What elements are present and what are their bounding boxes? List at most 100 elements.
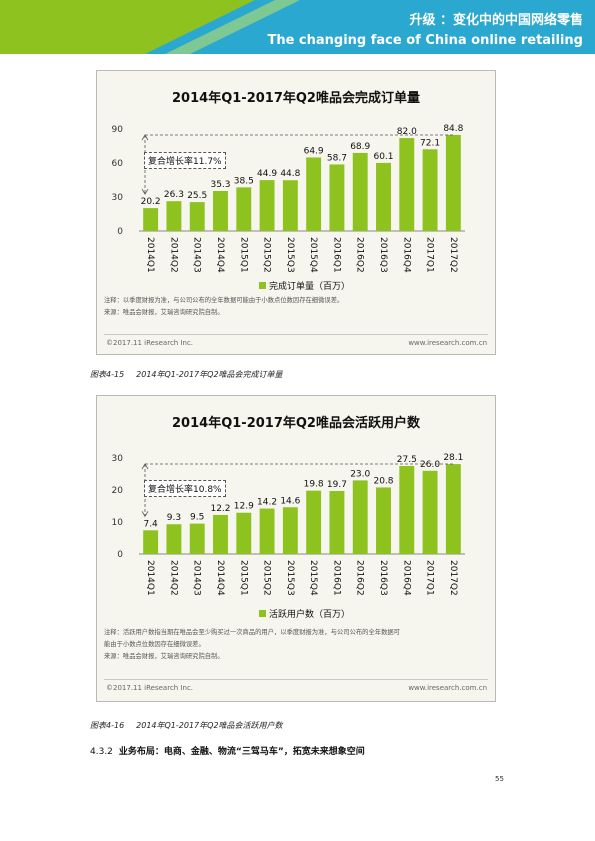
data-label: 9.5 — [190, 513, 204, 523]
banner-highlight — [165, 0, 300, 54]
data-label: 28.1 — [443, 453, 463, 463]
chart-title: 2014年Q1-2017年Q2唯品会活跃用户数 — [172, 416, 420, 431]
category-label: 2015Q2 — [262, 237, 272, 273]
data-label: 12.9 — [234, 502, 254, 512]
cagr-arrow-down-icon — [141, 511, 149, 518]
y-tick-label: 30 — [112, 193, 124, 203]
category-label: 2016Q1 — [331, 237, 341, 273]
header-banner — [0, 0, 595, 54]
bar — [236, 512, 252, 554]
bar — [445, 134, 461, 231]
bar — [166, 201, 182, 231]
data-label: 7.4 — [143, 519, 158, 529]
data-label: 35.3 — [210, 180, 230, 190]
legend-label: 活跃用户数（百万） — [269, 610, 351, 620]
chart-notes: 注释：活跃用户数指当期在唯品会至少购买过一次商品的用户，以季度财报为准，与公司公… — [104, 627, 489, 663]
caption-number: 图表4-16 — [90, 721, 125, 730]
header-subtitle: The changing face of China online retail… — [267, 33, 583, 48]
category-label: 2015Q1 — [238, 560, 248, 596]
website-url: www.iresearch.com.cn — [408, 684, 487, 692]
category-label: 2014Q3 — [192, 560, 202, 596]
category-label: 2014Q1 — [145, 560, 155, 596]
category-label: 2014Q1 — [145, 237, 155, 273]
chart-legend: 完成订单量（百万） — [259, 279, 350, 292]
cagr-arrow-up-icon — [141, 134, 149, 141]
category-label: 2016Q4 — [401, 560, 411, 596]
bar — [306, 157, 322, 231]
copyright: ©2017.11 iResearch Inc. — [106, 684, 194, 692]
category-label: 2014Q4 — [215, 560, 225, 596]
category-label: 2017Q2 — [448, 560, 458, 596]
category-label: 2014Q2 — [168, 237, 178, 273]
data-label: 19.8 — [304, 480, 324, 490]
data-label: 26.0 — [420, 460, 440, 470]
cagr-label: 复合增长率11.7% — [144, 152, 226, 169]
category-label: 2014Q2 — [168, 560, 178, 596]
y-tick-label: 20 — [112, 486, 124, 496]
data-label: 20.2 — [141, 197, 161, 207]
bar — [422, 470, 438, 554]
data-label: 58.7 — [327, 153, 347, 163]
bar — [376, 162, 391, 231]
note-line-continued: 能由于小数点位数因存在细微误差。 — [104, 641, 205, 648]
bar — [329, 490, 345, 554]
figure-caption: 图表4-15 2014年Q1-2017年Q2唯品会完成订单量 — [90, 369, 295, 380]
y-tick-label: 0 — [117, 550, 123, 560]
data-label: 64.9 — [304, 146, 324, 156]
chart-panel-orders: 2014年Q1-2017年Q2唯品会完成订单量 0 30 60 90 20.2 2014Q… — [96, 70, 496, 355]
bar — [445, 464, 461, 554]
category-label: 2017Q1 — [425, 237, 435, 273]
figure-caption: 图表4-16 2014年Q1-2017年Q2唯品会活跃用户数 — [90, 720, 295, 731]
section-heading: 4.3.2 业务布局：电商、金融、物流“三驾马车”，拓宽未来想象空间 — [90, 744, 365, 757]
data-label: 12.2 — [210, 504, 230, 514]
y-tick-label: 60 — [112, 159, 124, 169]
y-tick-label: 30 — [112, 454, 124, 464]
category-label: 2016Q2 — [355, 237, 365, 273]
bar — [213, 514, 228, 554]
data-label: 72.1 — [420, 138, 440, 148]
chart-active-users: 0 10 20 30 7.4 2014Q1 9.3 2014Q2 9.5 2014Q3 12.2 20… — [112, 453, 465, 596]
y-tick-label: 90 — [112, 125, 124, 135]
bar — [189, 202, 205, 231]
banner-green-band — [0, 0, 280, 54]
section-title: 业务布局：电商、金融、物流“三驾马车”，拓宽未来想象空间 — [118, 747, 365, 757]
bar — [189, 523, 205, 554]
source-line: 来源：唯品会财报，艾瑞咨询研究院自制。 — [104, 653, 224, 660]
source-line: 来源：唯品会财报，艾瑞咨询研究院自制。 — [104, 309, 224, 316]
cagr-label: 复合增长率10.8% — [144, 480, 226, 497]
cagr-arrow-up-icon — [141, 463, 149, 470]
data-label: 23.0 — [350, 469, 370, 479]
footer-divider — [104, 334, 488, 335]
bar — [282, 180, 298, 231]
data-label: 25.5 — [187, 191, 207, 201]
caption-text: 2014年Q1-2017年Q2唯品会活跃用户数 — [136, 721, 283, 730]
caption-text: 2014年Q1-2017年Q2唯品会完成订单量 — [136, 370, 283, 379]
category-label: 2016Q3 — [378, 237, 388, 273]
bar — [166, 524, 182, 554]
header-title: 升级 ：变化中的中国网络零售 — [409, 13, 583, 28]
legend-swatch — [259, 282, 266, 289]
data-label: 84.8 — [443, 124, 463, 134]
website-url: www.iresearch.com.cn — [408, 339, 487, 347]
chart-orders: 0 30 60 90 20.2 2014Q1 26.3 2014Q2 25.5 2014Q3 35.… — [112, 124, 465, 273]
bar — [399, 138, 415, 231]
data-label: 14.2 — [257, 498, 277, 508]
category-label: 2016Q3 — [378, 560, 388, 596]
y-tick-label: 0 — [117, 227, 123, 237]
y-tick-label: 10 — [112, 518, 124, 528]
bar — [282, 507, 298, 554]
category-label: 2017Q1 — [425, 560, 435, 596]
data-label: 20.8 — [373, 476, 393, 486]
bar — [352, 480, 368, 554]
bar — [213, 190, 228, 231]
data-label: 68.9 — [350, 142, 370, 152]
chart-title: 2014年Q1-2017年Q2唯品会完成订单量 — [172, 91, 420, 106]
bar — [259, 180, 275, 231]
bar — [306, 490, 322, 554]
copyright: ©2017.11 iResearch Inc. — [106, 339, 194, 347]
caption-number: 图表4-15 — [90, 370, 125, 379]
data-label: 60.1 — [373, 152, 393, 162]
data-label: 44.9 — [257, 169, 277, 179]
data-label: 9.3 — [167, 513, 181, 523]
chart-notes: 注释：以季度财报为准，与公司公布的全年数据可能由于小数点位数因存在细微误差。 来… — [104, 295, 489, 319]
